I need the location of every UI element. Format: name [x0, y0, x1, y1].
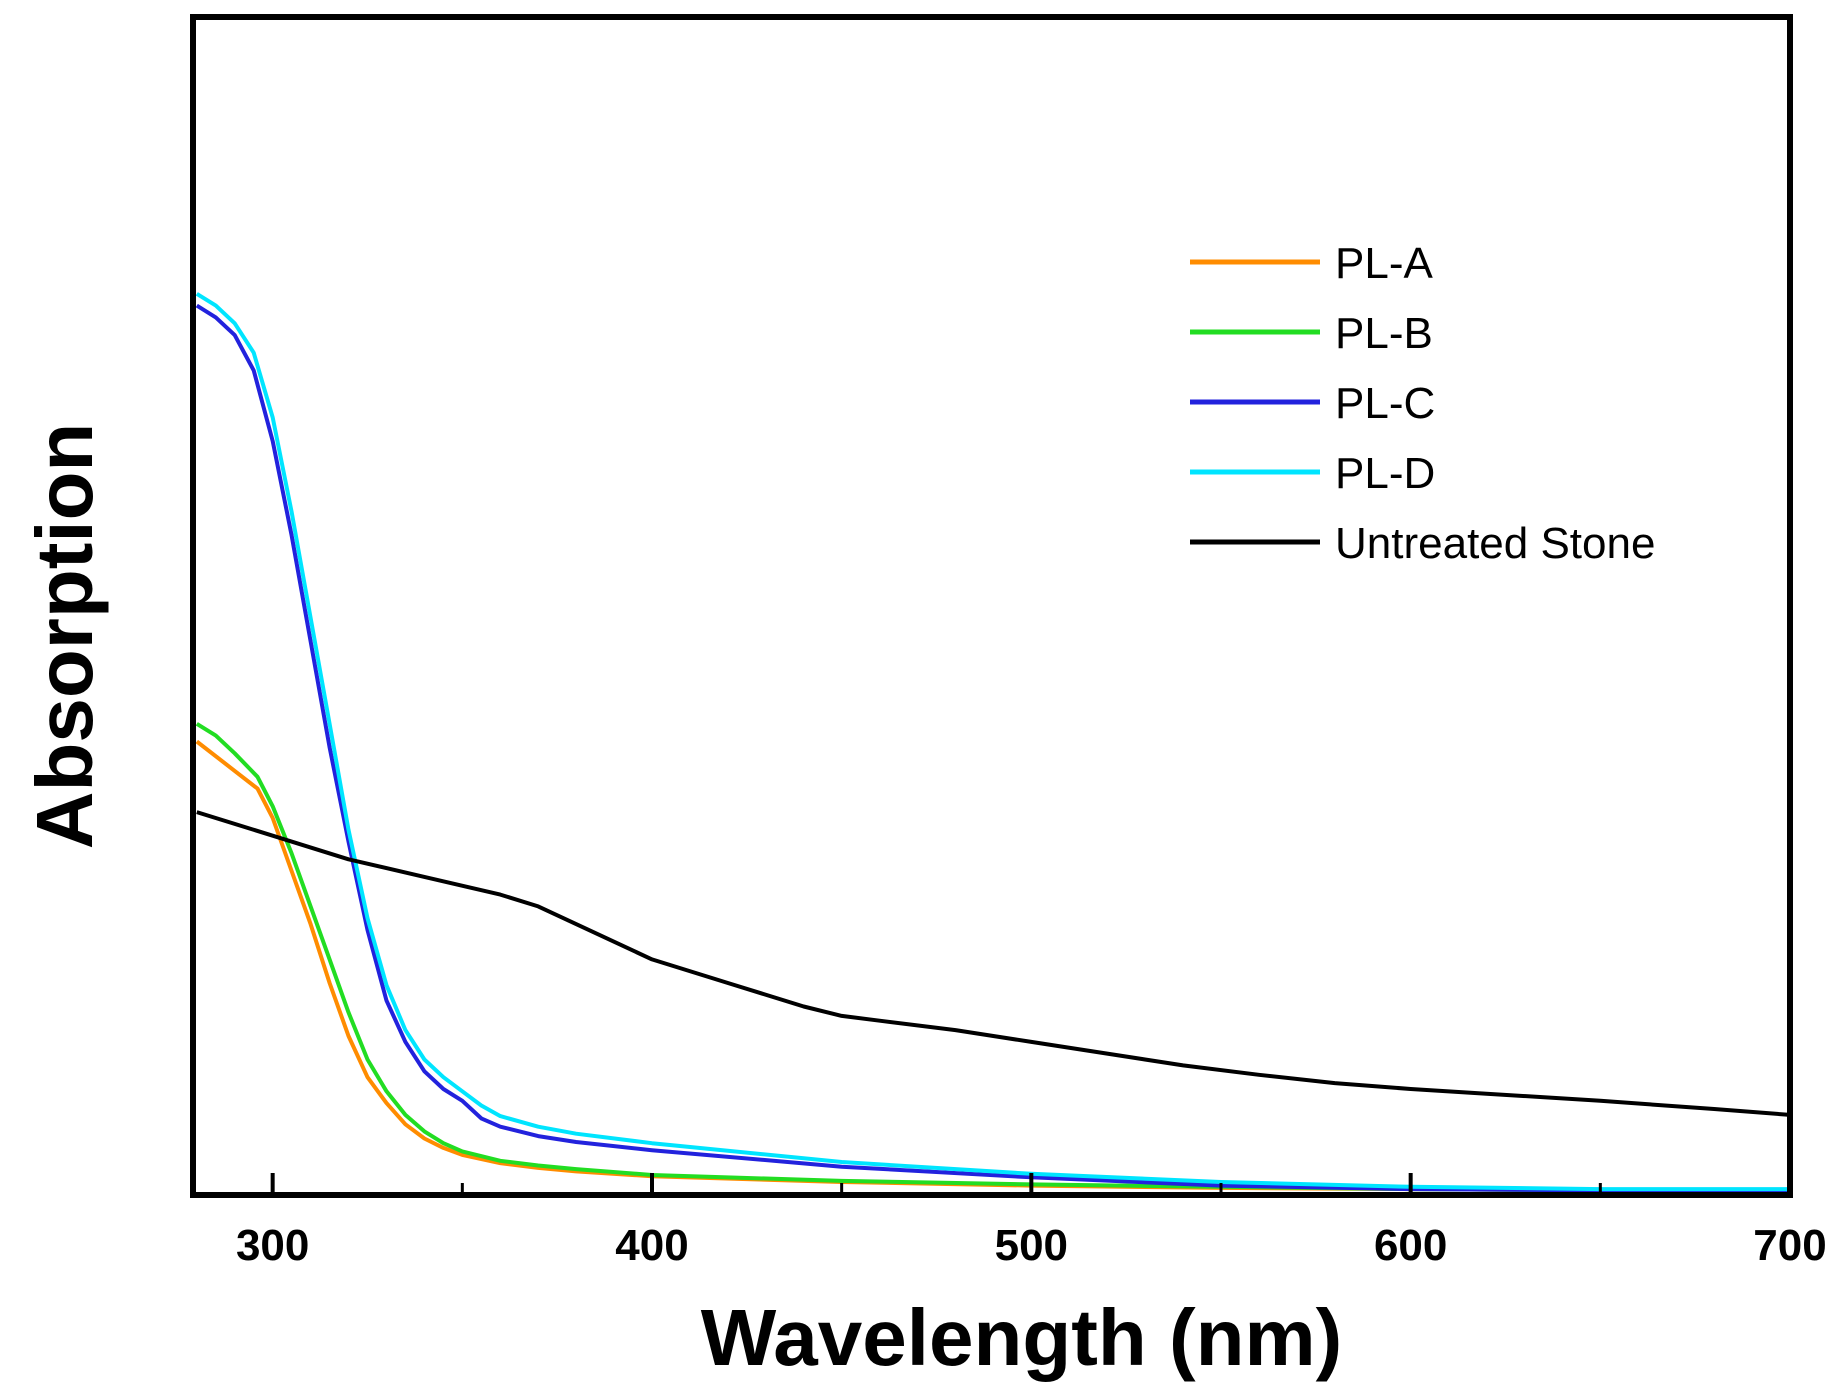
legend-label-pl-a: PL-A: [1335, 239, 1433, 288]
series-line-pl-a: [195, 739, 1790, 1193]
legend-label-pl-b: PL-B: [1335, 309, 1433, 358]
legend: PL-A PL-B PL-C PL-D Untreated Stone: [1190, 239, 1655, 568]
x-axis-ticks: 300 400 500 600 700: [236, 1173, 1827, 1270]
series-line-untreated-stone: [196, 810, 1790, 1117]
plot-frame: [190, 14, 1793, 1198]
series-layer: [195, 292, 1790, 1193]
series-line-pl-d: [195, 292, 1790, 1192]
legend-label-pl-c: PL-C: [1335, 379, 1435, 428]
x-tick-label: 400: [615, 1221, 688, 1270]
legend-label-pl-d: PL-D: [1335, 449, 1435, 498]
x-axis-title: Wavelength (nm): [701, 1293, 1342, 1382]
x-tick-label: 500: [995, 1221, 1068, 1270]
x-tick-label: 700: [1753, 1221, 1826, 1270]
x-tick-label: 600: [1374, 1221, 1447, 1270]
legend-label-untreated-stone: Untreated Stone: [1335, 519, 1655, 568]
series-line-pl-b: [195, 722, 1790, 1193]
x-tick-label: 300: [236, 1221, 309, 1270]
y-axis-title: Absorption: [20, 423, 109, 850]
series-line-pl-c: [195, 303, 1790, 1193]
